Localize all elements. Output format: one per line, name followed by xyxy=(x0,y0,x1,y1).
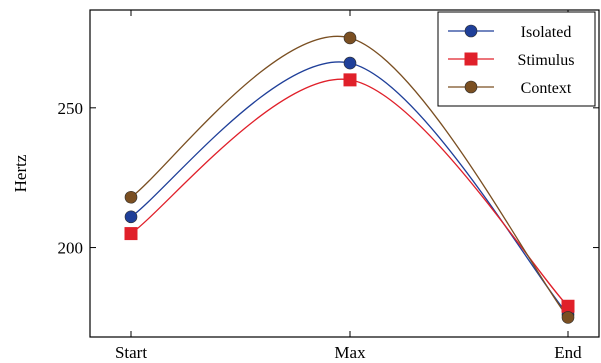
legend-marker-isolated xyxy=(464,24,478,38)
data-point-stimulus xyxy=(124,227,138,241)
x-tick-label: Max xyxy=(334,343,366,362)
data-point-context xyxy=(561,311,575,324)
data-point-context xyxy=(343,31,357,45)
y-tick-label: 250 xyxy=(58,99,84,118)
data-point-isolated xyxy=(343,56,357,70)
x-tick-label: End xyxy=(554,343,582,362)
data-point-context xyxy=(124,190,138,204)
y-tick-label: 200 xyxy=(58,239,84,258)
legend-marker-stimulus xyxy=(464,52,478,66)
y-axis-title: Hertz xyxy=(11,154,30,192)
legend: Isolated Stimulus Context xyxy=(437,11,596,107)
data-point-stimulus xyxy=(561,299,575,313)
data-point-stimulus xyxy=(343,73,357,87)
legend-label-stimulus: Stimulus xyxy=(518,52,575,69)
series-line-stimulus xyxy=(130,78,569,307)
plot-frame xyxy=(89,9,600,338)
data-point-isolated xyxy=(124,210,138,224)
y-axis: 200 250 xyxy=(58,99,599,258)
x-axis: Start Max End xyxy=(115,10,582,362)
series-markers xyxy=(124,31,575,324)
legend-label-context: Context xyxy=(521,80,572,97)
legend-marker-context xyxy=(464,80,478,94)
x-tick-label: Start xyxy=(115,343,147,362)
legend-label-isolated: Isolated xyxy=(521,24,572,41)
